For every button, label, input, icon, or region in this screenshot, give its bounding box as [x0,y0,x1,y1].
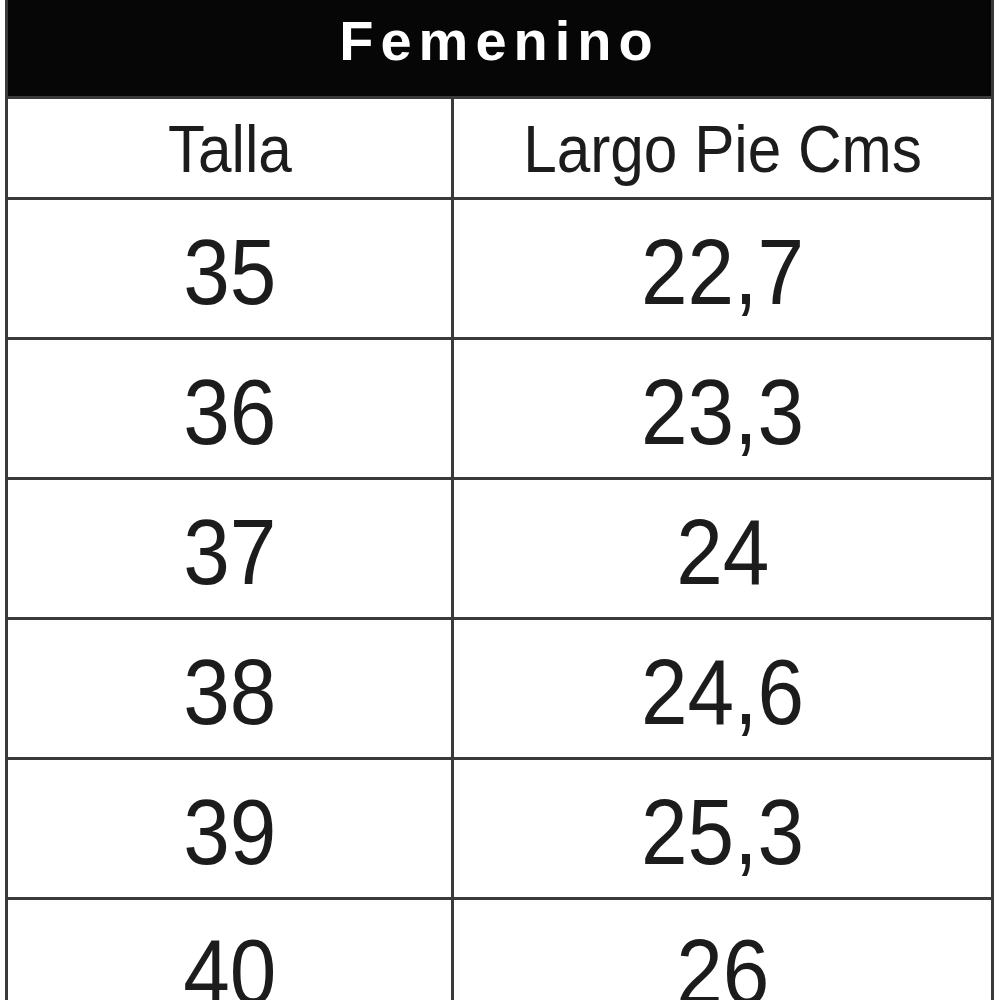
table-title-band: Femenino [8,0,991,99]
table-row: 37 24 [8,480,991,620]
size-value: 40 [183,926,276,1000]
header-cell-largo-pie-cms: Largo Pie Cms [454,99,991,197]
shoe-size-table: Femenino Talla Largo Pie Cms 35 22,7 36 … [5,0,994,1000]
length-cell: 23,3 [454,340,991,477]
table-row: 35 22,7 [8,200,991,340]
table-title: Femenino [339,13,659,69]
length-cell: 24 [454,480,991,617]
length-value: 24 [676,506,769,599]
length-value: 23,3 [641,366,804,459]
length-cell: 22,7 [454,200,991,337]
header-cell-talla: Talla [8,99,454,197]
table-row: 40 26 [8,900,991,1000]
header-label-talla: Talla [167,115,291,182]
size-value: 36 [183,366,276,459]
length-value: 22,7 [641,226,804,319]
table-row: 39 25,3 [8,760,991,900]
length-value: 24,6 [641,646,804,739]
length-cell: 24,6 [454,620,991,757]
size-value: 37 [183,506,276,599]
size-cell: 37 [8,480,454,617]
table-header-row: Talla Largo Pie Cms [8,99,991,200]
size-cell: 36 [8,340,454,477]
size-cell: 40 [8,900,454,1000]
length-cell: 25,3 [454,760,991,897]
table-row: 38 24,6 [8,620,991,760]
size-cell: 35 [8,200,454,337]
size-value: 35 [183,226,276,319]
length-value: 25,3 [641,786,804,879]
size-cell: 39 [8,760,454,897]
size-cell: 38 [8,620,454,757]
header-label-largo-pie-cms: Largo Pie Cms [523,115,922,182]
table-row: 36 23,3 [8,340,991,480]
size-value: 38 [183,646,276,739]
length-value: 26 [676,926,769,1000]
size-value: 39 [183,786,276,879]
length-cell: 26 [454,900,991,1000]
